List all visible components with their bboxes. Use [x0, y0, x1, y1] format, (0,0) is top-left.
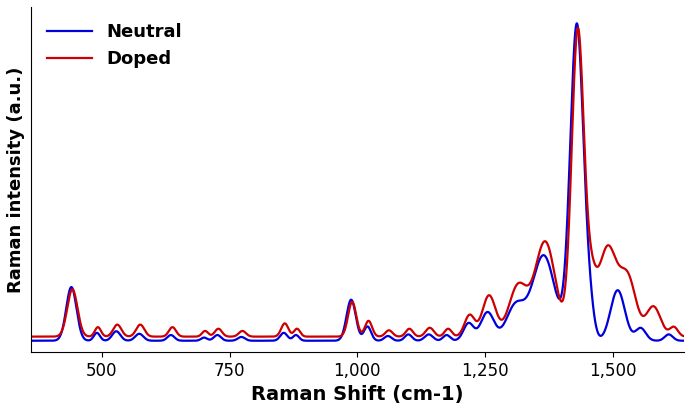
Neutral	[26, 338, 35, 343]
Neutral	[514, 298, 522, 303]
Neutral	[276, 333, 285, 338]
Doped	[514, 281, 522, 286]
Doped	[276, 328, 285, 333]
Doped	[680, 334, 688, 339]
Neutral	[564, 204, 572, 209]
Y-axis label: Raman intensity (a.u.): Raman intensity (a.u.)	[7, 66, 25, 293]
Doped	[418, 332, 426, 337]
Legend: Neutral, Doped: Neutral, Doped	[39, 16, 189, 76]
Doped	[26, 334, 35, 339]
Neutral	[418, 336, 426, 341]
Line: Neutral: Neutral	[30, 23, 684, 341]
Doped	[145, 333, 153, 338]
Doped	[564, 246, 572, 251]
Neutral	[451, 337, 460, 342]
X-axis label: Raman Shift (cm-1): Raman Shift (cm-1)	[251, 385, 464, 404]
Line: Doped: Doped	[30, 28, 684, 337]
Neutral	[145, 338, 153, 343]
Doped	[574, 25, 582, 30]
Neutral	[680, 338, 688, 343]
Neutral	[573, 21, 581, 26]
Doped	[451, 333, 460, 338]
